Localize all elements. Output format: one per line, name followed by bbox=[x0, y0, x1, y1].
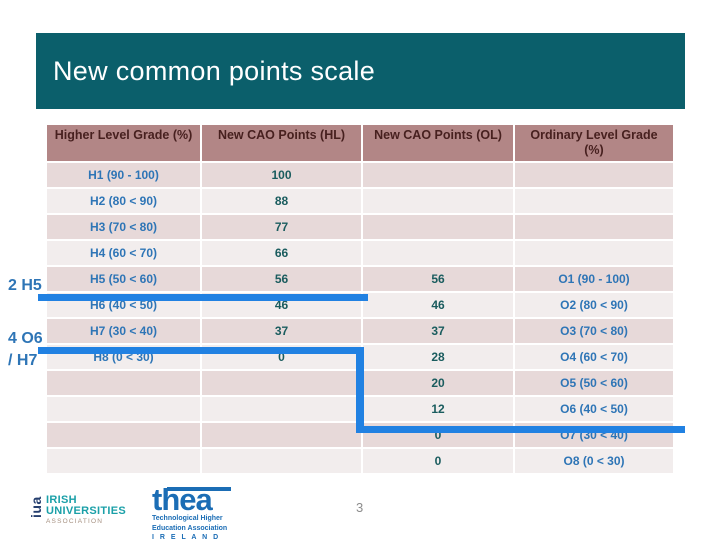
table-cell: O5 (50 < 60) bbox=[515, 371, 673, 395]
table-cell: H1 (90 - 100) bbox=[47, 163, 200, 187]
iua-line-universities: UNIVERSITIES bbox=[46, 505, 127, 518]
slide-title: New common points scale bbox=[53, 55, 376, 86]
table-cell bbox=[47, 449, 200, 473]
thea-logo-bar bbox=[167, 487, 231, 491]
h5-cutoff-line bbox=[38, 294, 368, 301]
table-cell: 66 bbox=[202, 241, 361, 265]
table-cell: 46 bbox=[363, 293, 513, 317]
table-cell: H4 (60 < 70) bbox=[47, 241, 200, 265]
o6-h7-cutoff-line-top bbox=[38, 347, 364, 354]
table-cell: O6 (40 < 50) bbox=[515, 397, 673, 421]
page-number: 3 bbox=[356, 500, 364, 515]
table-cell bbox=[515, 241, 673, 265]
table-cell bbox=[202, 371, 361, 395]
thea-line-technological: Technological Higher bbox=[152, 515, 223, 523]
table-cell: H3 (70 < 80) bbox=[47, 215, 200, 239]
iua-line-irish: IRISH bbox=[46, 493, 77, 506]
table-cell bbox=[47, 397, 200, 421]
table-cell bbox=[515, 163, 673, 187]
column-header-ol-grade: Ordinary Level Grade (%) bbox=[515, 125, 673, 161]
table-cell: O2 (80 < 90) bbox=[515, 293, 673, 317]
table-cell bbox=[202, 449, 361, 473]
table-cell bbox=[515, 215, 673, 239]
annotation-o6-line1: 4 O6 bbox=[8, 330, 43, 347]
table-cell: 0 bbox=[363, 449, 513, 473]
thea-line-ireland: I R E L A N D bbox=[152, 534, 221, 542]
annotation-h5: 2 H5 bbox=[8, 277, 42, 294]
table-cell bbox=[202, 423, 361, 447]
table-cell: H2 (80 < 90) bbox=[47, 189, 200, 213]
iua-logo: iua IRISH UNIVERSITIES ASSOCIATION bbox=[28, 489, 126, 531]
table-cell: 77 bbox=[202, 215, 361, 239]
table-cell: 56 bbox=[202, 267, 361, 291]
table-cell: 12 bbox=[363, 397, 513, 421]
table-cell: O8 (0 < 30) bbox=[515, 449, 673, 473]
o6-h7-cutoff-line-bottom bbox=[356, 426, 685, 433]
table-cell: 28 bbox=[363, 345, 513, 369]
iua-vertical-wordmark: iua bbox=[28, 496, 44, 518]
column-header-hl-points: New CAO Points (HL) bbox=[202, 125, 361, 161]
table-cell: O4 (60 < 70) bbox=[515, 345, 673, 369]
grade-conversion-table: Higher Level Grade (%) New CAO Points (H… bbox=[47, 125, 673, 473]
annotation-o6-h7: 4 O6 / H7 bbox=[8, 328, 43, 372]
table-cell: 100 bbox=[202, 163, 361, 187]
slide-title-bar: New common points scale bbox=[36, 33, 685, 109]
annotation-o6-line2: / H7 bbox=[8, 352, 38, 369]
table-cell bbox=[515, 189, 673, 213]
table-cell: 20 bbox=[363, 371, 513, 395]
thea-line-education: Education Association bbox=[152, 524, 228, 532]
iua-line-association: ASSOCIATION bbox=[46, 517, 104, 525]
table-cell: O3 (70 < 80) bbox=[515, 319, 673, 343]
table-cell: O1 (90 - 100) bbox=[515, 267, 673, 291]
thea-logo: thea Technological Higher Education Asso… bbox=[152, 482, 252, 543]
table-cell: H5 (50 < 60) bbox=[47, 267, 200, 291]
table-cell bbox=[202, 397, 361, 421]
column-header-hl-grade: Higher Level Grade (%) bbox=[47, 125, 200, 161]
table-cell bbox=[363, 215, 513, 239]
table-cell: H7 (30 < 40) bbox=[47, 319, 200, 343]
table-cell bbox=[363, 241, 513, 265]
thea-wordmark: thea bbox=[152, 482, 213, 517]
table-cell: 56 bbox=[363, 267, 513, 291]
table-cell bbox=[363, 189, 513, 213]
table-cell bbox=[47, 371, 200, 395]
table-cell: 88 bbox=[202, 189, 361, 213]
table-cell bbox=[47, 423, 200, 447]
table-cell: 37 bbox=[363, 319, 513, 343]
table-cell: 37 bbox=[202, 319, 361, 343]
o6-h7-cutoff-line-vertical bbox=[356, 347, 364, 433]
column-header-ol-points: New CAO Points (OL) bbox=[363, 125, 513, 161]
iua-logo-text: IRISH UNIVERSITIES ASSOCIATION bbox=[46, 493, 127, 526]
table-cell bbox=[363, 163, 513, 187]
